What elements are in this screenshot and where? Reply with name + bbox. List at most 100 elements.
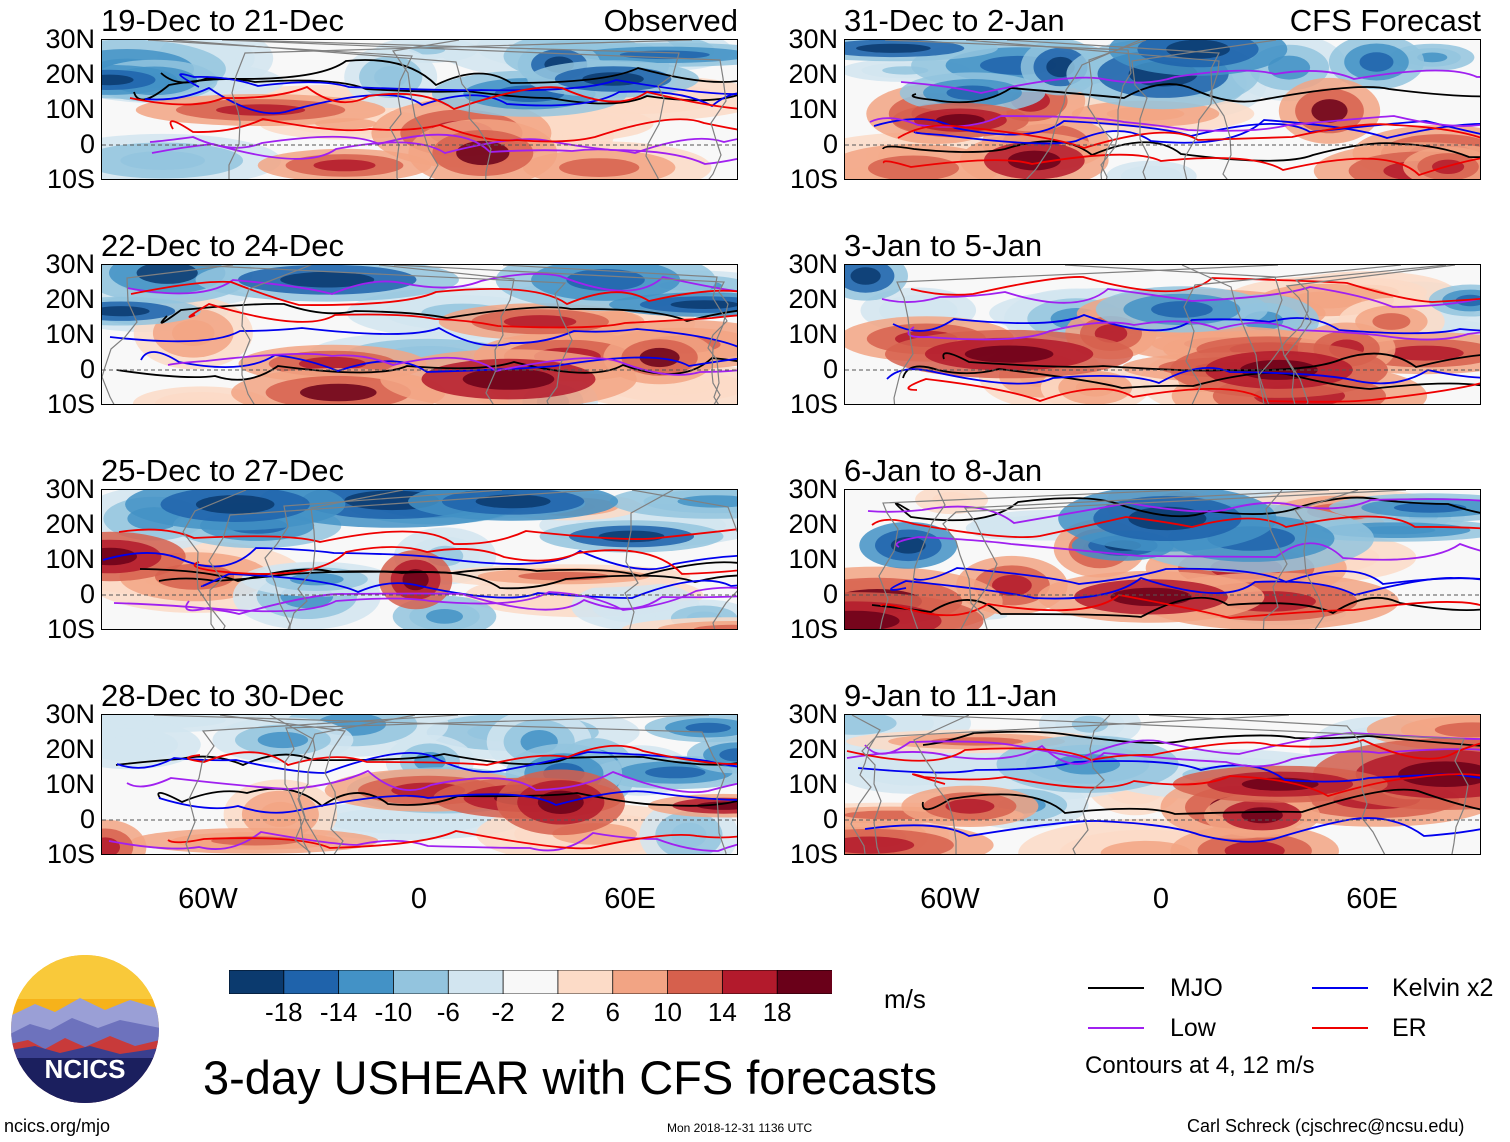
colorbar-tick-label: -2 bbox=[491, 997, 515, 1027]
shear-field bbox=[845, 715, 1480, 854]
lon-label-0-left: 0 bbox=[410, 883, 428, 915]
shear-field bbox=[102, 40, 737, 179]
shear-field bbox=[102, 490, 737, 629]
lat-label: 20N bbox=[45, 284, 95, 314]
panel-tag: CFS Forecast bbox=[1289, 3, 1481, 38]
colorbar-swatch bbox=[557, 969, 614, 995]
lat-label: 30N bbox=[45, 474, 95, 504]
lat-label: 20N bbox=[788, 59, 838, 89]
colorbar-unit: m/s bbox=[884, 984, 926, 1014]
footer-url[interactable]: ncics.org/mjo bbox=[4, 1116, 111, 1136]
shear-field bbox=[845, 265, 1480, 404]
lat-label: 0 bbox=[822, 354, 838, 384]
lat-label: 10N bbox=[45, 94, 95, 124]
lat-label: 10S bbox=[46, 164, 95, 194]
colorbar-tick-label: 14 bbox=[707, 997, 737, 1027]
lat-label: 20N bbox=[45, 59, 95, 89]
colorbar-svg bbox=[228, 969, 833, 995]
footer-credit: Carl Schreck (cjschrec@ncsu.edu) bbox=[1187, 1116, 1465, 1136]
shear-field bbox=[102, 265, 737, 404]
legend-kelvin-label: Kelvin x2 bbox=[1392, 974, 1494, 1002]
lat-label: 10N bbox=[45, 769, 95, 799]
shear-map bbox=[101, 264, 738, 405]
colorbar-swatch bbox=[721, 969, 779, 995]
lat-label: 10N bbox=[788, 319, 838, 349]
shear-map bbox=[101, 714, 738, 855]
lat-label: 10N bbox=[45, 319, 95, 349]
panel-title: 6-Jan to 8-Jan bbox=[844, 453, 1043, 488]
colorbar-tick-label: 6 bbox=[605, 997, 620, 1027]
panel-title: 19-Dec to 21-Dec bbox=[101, 3, 344, 38]
lon-label-60w-left: 60W bbox=[178, 883, 238, 915]
lat-label: 10S bbox=[46, 839, 95, 869]
lat-label: 20N bbox=[45, 734, 95, 764]
lat-label: 0 bbox=[79, 804, 95, 834]
footer-timestamp: Mon 2018-12-31 1136 UTC bbox=[667, 1121, 813, 1135]
colorbar-swatch bbox=[228, 969, 285, 995]
lat-label: 30N bbox=[788, 249, 838, 279]
legend-low-line bbox=[1088, 1027, 1144, 1029]
lat-label: 0 bbox=[79, 129, 95, 159]
colorbar-tick-label: -6 bbox=[436, 997, 460, 1027]
lat-label: 20N bbox=[788, 284, 838, 314]
panel-tag: Observed bbox=[603, 3, 738, 38]
lat-label: 10N bbox=[788, 94, 838, 124]
colorbar-swatch bbox=[283, 969, 340, 995]
legend-mjo-line bbox=[1088, 987, 1144, 989]
lat-label: 30N bbox=[788, 699, 838, 729]
lat-label: 30N bbox=[45, 699, 95, 729]
panel-title: 31-Dec to 2-Jan bbox=[844, 3, 1065, 38]
lat-label: 30N bbox=[788, 24, 838, 54]
colorbar-tick-label: 18 bbox=[762, 997, 792, 1027]
lat-label: 10S bbox=[789, 839, 838, 869]
lat-label: 10N bbox=[45, 544, 95, 574]
legend-contour-note: Contours at 4, 12 m/s bbox=[1085, 1052, 1315, 1079]
colorbar-swatch bbox=[447, 969, 504, 995]
shear-map bbox=[101, 489, 738, 630]
panel-title: 3-Jan to 5-Jan bbox=[844, 228, 1043, 263]
colorbar-swatch bbox=[667, 969, 724, 995]
lat-label: 10S bbox=[46, 614, 95, 644]
ncics-logo: NCICS bbox=[10, 954, 160, 1104]
colorbar-tick-label: -18 bbox=[265, 997, 303, 1027]
legend-er-line bbox=[1312, 1027, 1368, 1029]
colorbar bbox=[228, 969, 833, 995]
lat-label: 0 bbox=[822, 579, 838, 609]
shear-field bbox=[845, 490, 1480, 629]
lat-label: 30N bbox=[788, 474, 838, 504]
lat-label: 20N bbox=[788, 509, 838, 539]
legend-low-label: Low bbox=[1170, 1014, 1216, 1042]
colorbar-swatch bbox=[338, 969, 395, 995]
shear-field bbox=[845, 40, 1480, 179]
lat-label: 0 bbox=[822, 804, 838, 834]
shear-map bbox=[844, 714, 1481, 855]
colorbar-swatch bbox=[612, 969, 669, 995]
colorbar-tick-label: -14 bbox=[319, 997, 358, 1027]
panel-title: 9-Jan to 11-Jan bbox=[844, 678, 1058, 713]
lat-label: 10S bbox=[46, 389, 95, 419]
panel-title: 25-Dec to 27-Dec bbox=[101, 453, 344, 488]
lat-label: 10N bbox=[788, 544, 838, 574]
lon-label-0-right: 0 bbox=[1152, 883, 1170, 915]
lat-label: 0 bbox=[79, 579, 95, 609]
lat-label: 10N bbox=[788, 769, 838, 799]
panel-title: 28-Dec to 30-Dec bbox=[101, 678, 344, 713]
lon-label-60w-right: 60W bbox=[920, 883, 980, 915]
legend-kelvin-line bbox=[1312, 987, 1368, 989]
lat-label: 10S bbox=[789, 389, 838, 419]
lat-label: 20N bbox=[788, 734, 838, 764]
lat-label: 0 bbox=[79, 354, 95, 384]
lat-label: 30N bbox=[45, 24, 95, 54]
legend-mjo-label: MJO bbox=[1170, 974, 1223, 1002]
logo-text: NCICS bbox=[45, 1054, 126, 1084]
lat-label: 20N bbox=[45, 509, 95, 539]
shear-map bbox=[844, 264, 1481, 405]
lat-label: 0 bbox=[822, 129, 838, 159]
shear-map bbox=[844, 489, 1481, 630]
colorbar-swatch bbox=[776, 969, 833, 995]
colorbar-tick-label: 2 bbox=[550, 997, 566, 1027]
lat-label: 10S bbox=[789, 164, 838, 194]
lon-label-60e-right: 60E bbox=[1346, 883, 1398, 915]
legend-er-label: ER bbox=[1392, 1014, 1427, 1042]
shear-map bbox=[101, 39, 738, 180]
